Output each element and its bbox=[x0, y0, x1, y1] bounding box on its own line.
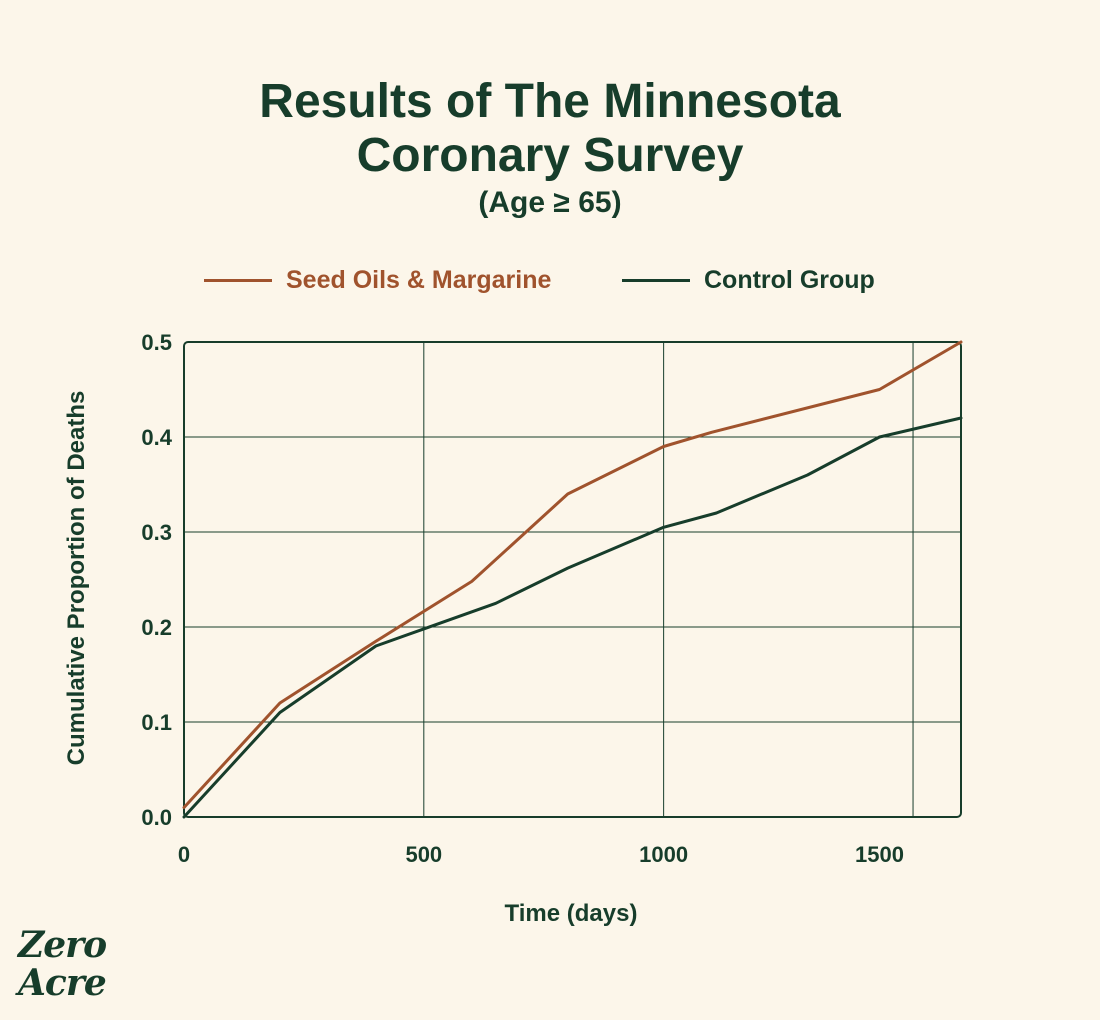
zero-acre-logo: Zero Acre bbox=[18, 926, 118, 1002]
legend-item-seed-oils: Seed Oils & Margarine bbox=[204, 262, 551, 298]
chart-title-line-1: Results of The Minnesota bbox=[259, 75, 841, 128]
y-tick-label: 0.3 bbox=[141, 520, 172, 545]
y-tick-label: 0.1 bbox=[141, 710, 172, 735]
legend-label-seed-oils: Seed Oils & Margarine bbox=[286, 265, 552, 294]
y-axis-label: Cumulative Proportion of Deaths bbox=[63, 391, 90, 766]
y-tick-label: 0.2 bbox=[141, 615, 172, 640]
series-line-seed-oils bbox=[182, 340, 963, 809]
grid-lines bbox=[184, 342, 961, 817]
x-tick-label: 500 bbox=[405, 842, 442, 867]
x-tick-label: 1000 bbox=[639, 842, 688, 867]
x-axis-ticks: 0 500 1000 1500 bbox=[178, 842, 904, 867]
legend-swatch-control-group bbox=[622, 278, 690, 282]
legend-swatch-seed-oils bbox=[204, 278, 272, 282]
chart-title-line-2: Coronary Survey bbox=[356, 129, 744, 182]
series-line-control-group bbox=[182, 416, 963, 819]
y-tick-label: 0.0 bbox=[141, 805, 172, 830]
x-axis-label: Time (days) bbox=[505, 900, 638, 927]
y-tick-label: 0.5 bbox=[141, 330, 172, 355]
x-tick-label: 1500 bbox=[855, 842, 904, 867]
y-axis-ticks: 0.0 0.1 0.2 0.3 0.4 0.5 bbox=[141, 330, 172, 830]
chart-subtitle: (Age ≥ 65) bbox=[478, 186, 622, 219]
plot-frame bbox=[183, 341, 962, 818]
legend-label-control-group: Control Group bbox=[704, 265, 875, 294]
series-lines bbox=[182, 340, 963, 819]
x-tick-label: 0 bbox=[178, 842, 190, 867]
logo-line-2: Acre bbox=[18, 962, 107, 1004]
logo-line-1: Zero bbox=[18, 924, 107, 966]
legend-item-control-group: Control Group bbox=[622, 262, 875, 298]
y-tick-label: 0.4 bbox=[141, 425, 172, 450]
